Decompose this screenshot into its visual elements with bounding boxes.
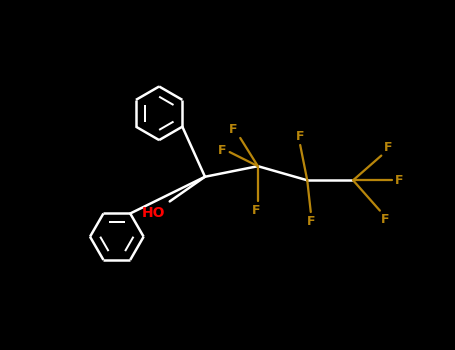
Text: F: F	[381, 214, 390, 226]
Text: F: F	[217, 144, 226, 157]
Text: HO: HO	[142, 206, 166, 220]
Text: F: F	[229, 123, 238, 136]
Text: F: F	[384, 141, 393, 154]
Text: F: F	[296, 130, 304, 143]
Text: F: F	[394, 174, 403, 187]
Text: F: F	[307, 215, 315, 228]
Text: F: F	[252, 204, 261, 217]
